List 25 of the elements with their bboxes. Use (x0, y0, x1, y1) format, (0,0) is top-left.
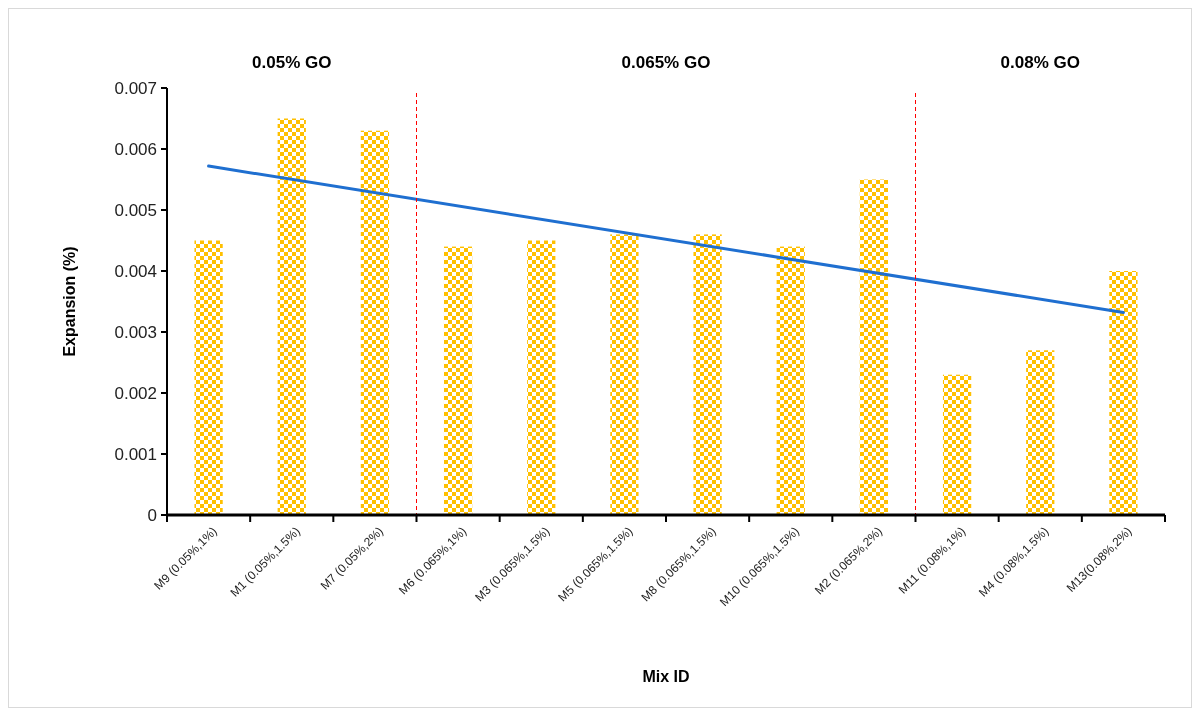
bar (1026, 350, 1055, 515)
bar (776, 246, 805, 515)
text: 0.05% GO (252, 53, 332, 72)
bar (1109, 271, 1138, 515)
y-tick-label: 0.001 (114, 444, 157, 464)
bar (527, 240, 556, 515)
y-tick-label: 0 (147, 505, 157, 525)
bar (610, 234, 639, 515)
y-tick-label: 0.002 (114, 383, 157, 403)
y-tick-label: 0.003 (114, 322, 157, 342)
bar (194, 240, 223, 515)
text: 0.08% GO (1000, 53, 1080, 72)
bar (942, 374, 972, 515)
y-tick-label: 0.005 (114, 200, 157, 220)
text: 0.065% GO (621, 53, 711, 72)
x-axis-title: Mix ID (642, 668, 690, 685)
bar (443, 246, 473, 515)
y-tick-label: 0.006 (114, 139, 157, 159)
bar (360, 130, 390, 515)
y-tick-label: 0.007 (114, 78, 157, 98)
y-tick-label: 0.004 (114, 261, 157, 281)
bar (859, 179, 889, 515)
y-axis-title: Expansion (%) (61, 246, 78, 357)
bar (277, 118, 306, 515)
bar (693, 234, 722, 515)
